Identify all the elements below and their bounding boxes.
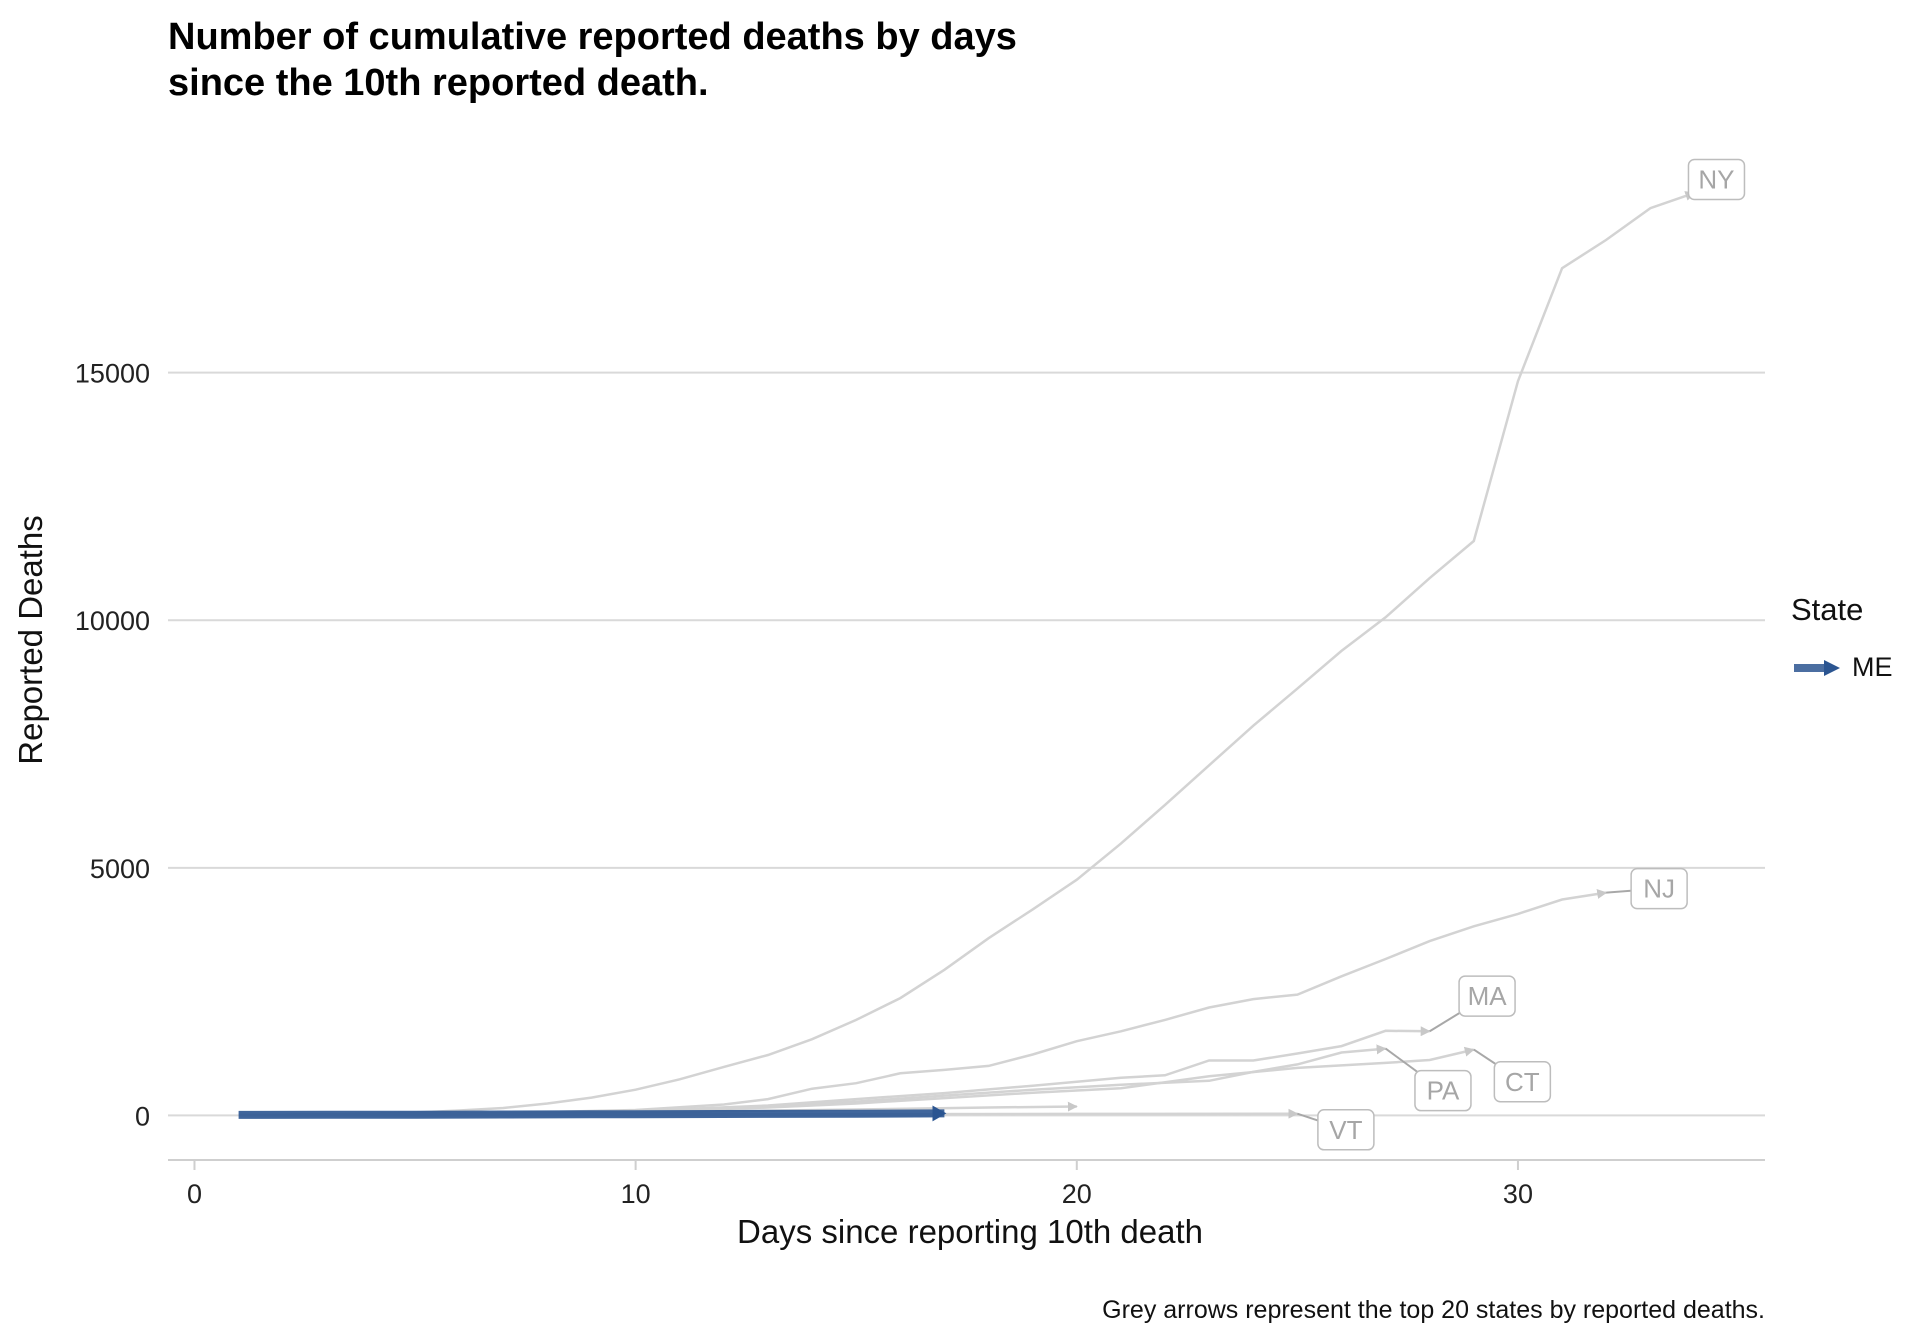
series-label-vt: VT bbox=[1329, 1115, 1362, 1145]
title-line-2: since the 10th reported death. bbox=[168, 62, 709, 104]
x-tick-label: 0 bbox=[187, 1179, 202, 1209]
label-box-ct bbox=[1493, 1061, 1552, 1103]
label-box-nj bbox=[1630, 867, 1688, 910]
series-lines bbox=[238, 191, 1696, 1122]
axes: 0 5000 10000 15000 0 10 20 30 bbox=[75, 359, 1765, 1209]
title-line-1: Number of cumulative reported deaths by … bbox=[168, 16, 1017, 58]
series-label-ma: MA bbox=[1468, 981, 1508, 1011]
legend-arrow-icon bbox=[1794, 659, 1840, 676]
chart-caption: Grey arrows represent the top 20 states … bbox=[1102, 1296, 1765, 1324]
series-label-ny: NY bbox=[1698, 165, 1734, 195]
series-line-nj bbox=[238, 889, 1608, 1117]
legend-label: ME bbox=[1852, 652, 1893, 682]
x-tick-label: 20 bbox=[1062, 1179, 1092, 1209]
series-line-ny bbox=[238, 191, 1696, 1117]
y-tick-label: 5000 bbox=[90, 854, 150, 884]
gridlines bbox=[168, 371, 1765, 1117]
label-box-ny bbox=[1687, 158, 1746, 201]
label-box-pa bbox=[1414, 1069, 1472, 1112]
series-label-pa: PA bbox=[1427, 1076, 1460, 1106]
chart-title: Number of cumulative reported deaths by … bbox=[168, 14, 1017, 106]
x-tick-label: 10 bbox=[621, 1179, 651, 1209]
y-tick-label: 15000 bbox=[75, 359, 150, 389]
y-axis-label: Reported Deaths bbox=[12, 515, 49, 764]
series-label-ct: CT bbox=[1505, 1067, 1540, 1097]
legend-title: State bbox=[1791, 592, 1864, 627]
label-box-ma bbox=[1458, 975, 1516, 1017]
x-axis-label: Days since reporting 10th death bbox=[737, 1213, 1203, 1250]
series-labels: NY NJ MA PA CT VT bbox=[1297, 158, 1746, 1151]
label-box-vt bbox=[1317, 1109, 1375, 1151]
series-label-nj: NJ bbox=[1643, 874, 1675, 904]
y-tick-label: 10000 bbox=[75, 606, 150, 636]
y-tick-label: 0 bbox=[135, 1101, 150, 1131]
legend-item-me: ME bbox=[1790, 652, 1893, 683]
series-line-me bbox=[238, 1105, 947, 1122]
x-tick-label: 30 bbox=[1503, 1179, 1533, 1209]
